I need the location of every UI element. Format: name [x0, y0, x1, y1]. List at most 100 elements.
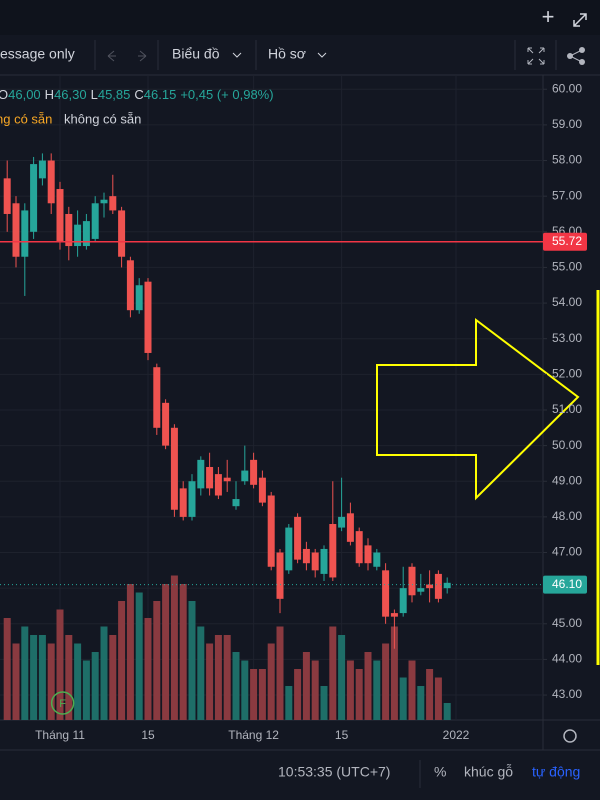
x-tick-label: Tháng 12	[228, 728, 279, 742]
volume-bar	[241, 660, 249, 720]
volume-bar	[144, 618, 152, 720]
dropdown-icon	[317, 52, 327, 58]
candle-body	[144, 281, 152, 353]
legend: O46,00 H46,30 L45,85 C46.15 +0,45 (+ 0,98%) …	[0, 87, 274, 126]
x-tick-label: Tháng 11	[35, 728, 85, 742]
toolbar-item[interactable]: Biểu đồ	[172, 46, 220, 62]
event-marker	[50, 691, 75, 715]
candle-body	[399, 588, 407, 614]
candle-body	[250, 459, 258, 485]
volume-bar	[329, 626, 337, 720]
volume-bar	[426, 669, 434, 720]
x-tick-label: 15	[141, 728, 155, 742]
volume-bar	[285, 686, 293, 720]
candle-body	[232, 499, 240, 507]
candle-body	[338, 516, 346, 528]
candle-body	[82, 221, 90, 247]
candle-body	[56, 189, 64, 243]
toolbar-item[interactable]: essage only	[0, 46, 75, 62]
last-price-label: 46.10	[552, 577, 582, 591]
ohlc-label: H	[45, 87, 54, 102]
expand-icon[interactable]	[573, 13, 587, 27]
volume-bar	[47, 643, 55, 720]
volume-bar	[170, 575, 178, 720]
redo-icon[interactable]	[138, 50, 147, 62]
candle-body	[109, 196, 117, 211]
candle-body	[188, 481, 196, 517]
ohlc-legend: O46,00 H46,30 L45,85 C46.15 +0,45 (+ 0,98%)	[0, 87, 274, 102]
y-tick-label: 52.00	[552, 367, 582, 381]
candle-body	[276, 552, 284, 599]
candle-body	[382, 570, 390, 617]
status-text: không có sẵn	[64, 111, 141, 126]
volume-bar	[135, 592, 143, 720]
x-tick-label: 2022	[443, 728, 470, 742]
share-icon[interactable]	[567, 47, 585, 65]
candles	[3, 153, 451, 649]
toolbar-item[interactable]: Hồ sơ	[268, 46, 306, 62]
status-log[interactable]: khúc gỗ	[464, 764, 513, 780]
volume-bar	[109, 635, 117, 720]
candle-body	[408, 566, 416, 596]
y-tick-label: 55.00	[552, 260, 582, 274]
volume-bar	[294, 669, 302, 720]
arrow-drawing	[376, 317, 580, 501]
candle-body	[285, 527, 293, 571]
ohlc-label: O	[0, 87, 8, 102]
volume-bar	[346, 660, 354, 720]
ohlc-value: 46,00	[8, 87, 41, 102]
volume-bar	[91, 652, 99, 720]
price-line-label: 55.72	[552, 234, 582, 248]
ohlc-label: C	[134, 87, 143, 102]
candle-body	[30, 164, 38, 232]
dropdown-icon	[232, 52, 242, 58]
candle-body	[47, 160, 55, 204]
grid	[0, 75, 543, 720]
candle-body	[179, 488, 187, 517]
y-tick-label: 49.00	[552, 473, 582, 487]
status-percent[interactable]: %	[434, 764, 446, 780]
last-price-tag	[543, 575, 587, 594]
candle-body	[3, 178, 11, 214]
candle-body	[311, 552, 319, 571]
volume-bar	[267, 643, 275, 720]
settings-icon[interactable]	[563, 729, 577, 743]
candle-body	[38, 160, 46, 179]
volume	[3, 575, 451, 720]
y-tick-label: 53.00	[552, 331, 582, 345]
candle-body	[12, 203, 20, 257]
candle-body	[241, 470, 249, 482]
ohlc-value: 46.15	[144, 87, 177, 102]
price-line-tag	[543, 232, 587, 251]
ohlc-change: +0,45 (+ 0,98%)	[180, 87, 273, 102]
add-icon[interactable]: +	[542, 4, 555, 29]
ohlc-value: 46,30	[54, 87, 87, 102]
y-tick-label: 58.00	[552, 153, 582, 167]
candle-body	[65, 213, 73, 247]
candle-body	[267, 495, 275, 567]
volume-bar	[364, 652, 372, 720]
volume-bar	[21, 626, 29, 720]
candle-body	[162, 402, 170, 446]
volume-bar	[30, 635, 38, 720]
volume-bar	[311, 660, 319, 720]
candle-body	[118, 210, 126, 257]
volume-bar	[65, 635, 73, 720]
volume-bar	[126, 584, 134, 720]
candle-body	[21, 210, 29, 257]
volume-bar	[56, 609, 64, 720]
volume-bar	[408, 660, 416, 720]
fullscreen-icon[interactable]	[527, 47, 545, 65]
candle-body	[355, 531, 363, 564]
volume-bar	[373, 660, 381, 720]
candle-body	[417, 588, 425, 592]
volume-bar	[153, 601, 161, 720]
status-auto[interactable]: tự động	[532, 764, 580, 780]
candle-body	[373, 552, 381, 567]
undo-icon[interactable]	[107, 50, 116, 62]
volume-bar	[223, 635, 231, 720]
volume-bar	[197, 626, 205, 720]
volume-bar	[118, 601, 126, 720]
top-bar	[0, 0, 600, 35]
